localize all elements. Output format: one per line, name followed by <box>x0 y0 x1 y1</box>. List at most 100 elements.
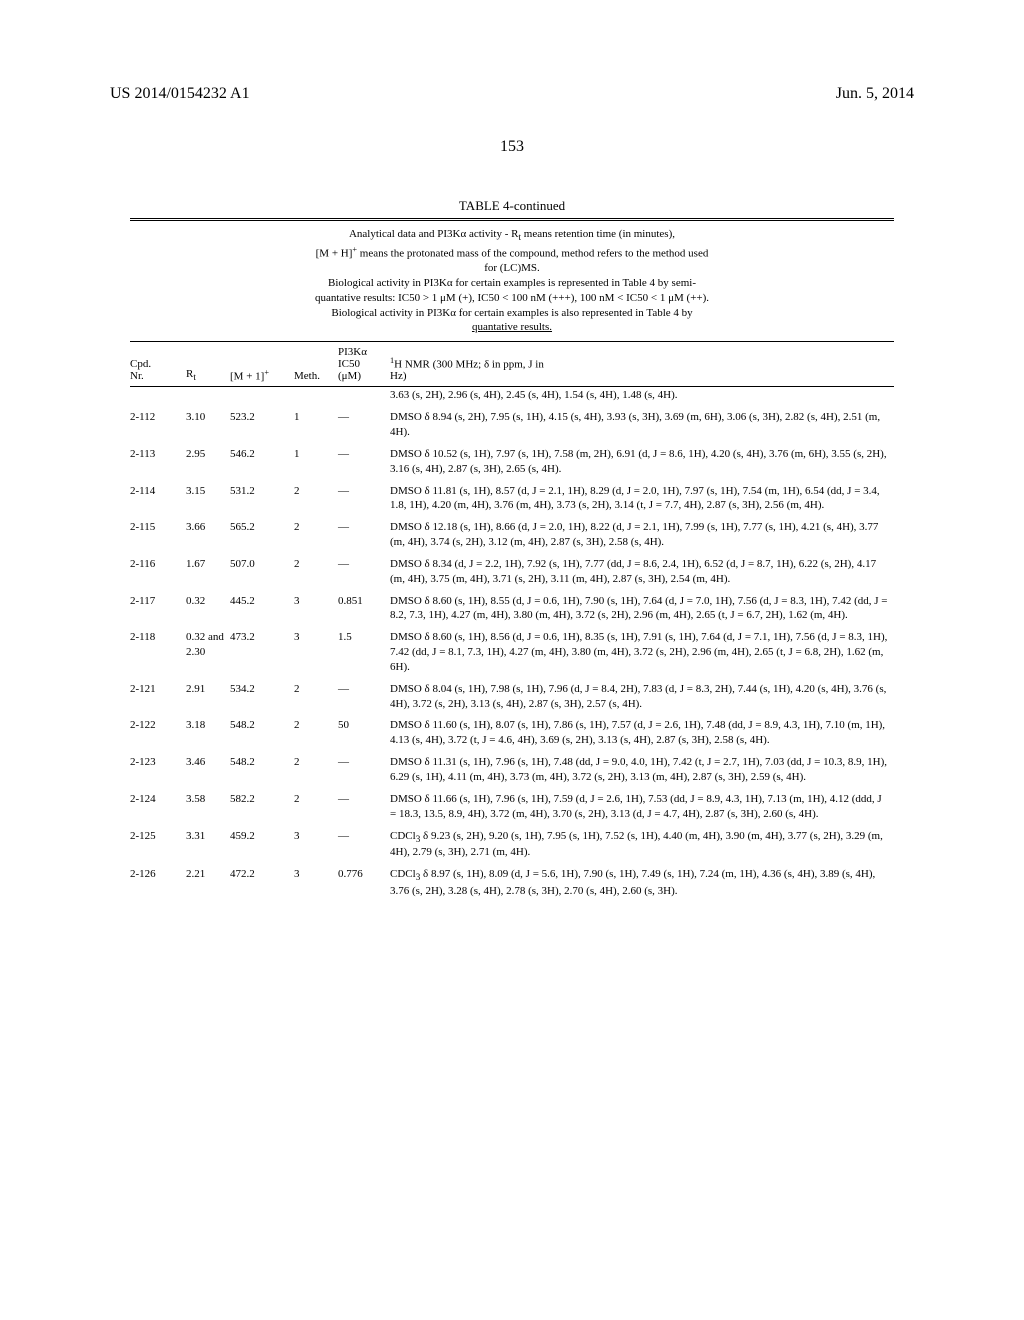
cell-nmr: DMSO δ 11.81 (s, 1H), 8.57 (d, J = 2.1, … <box>390 478 894 515</box>
cell-m1: 507.0 <box>230 551 294 588</box>
cell-cpd: 2-123 <box>130 749 186 786</box>
cell-nmr: DMSO δ 8.60 (s, 1H), 8.55 (d, J = 0.6, 1… <box>390 588 894 625</box>
cell-cpd: 2-124 <box>130 786 186 823</box>
cell-ic50: — <box>338 749 390 786</box>
cell-rt: 3.46 <box>186 749 230 786</box>
table-header-row: Cpd.Nr. Rt [M + 1]+ Meth. PI3KαIC50(μM) … <box>130 342 894 387</box>
data-table: Cpd.Nr. Rt [M + 1]+ Meth. PI3KαIC50(μM) … <box>130 342 894 899</box>
cell-meth <box>294 387 338 404</box>
cell-cpd: 2-112 <box>130 404 186 441</box>
table-row: 2-1243.58582.22—DMSO δ 11.66 (s, 1H), 7.… <box>130 786 894 823</box>
cell-m1: 548.2 <box>230 749 294 786</box>
cell-cpd: 2-113 <box>130 441 186 478</box>
cell-cpd: 2-115 <box>130 514 186 551</box>
cell-rt: 0.32 and 2.30 <box>186 624 230 676</box>
cell-cpd: 2-116 <box>130 551 186 588</box>
cell-rt: 1.67 <box>186 551 230 588</box>
cell-m1: 445.2 <box>230 588 294 625</box>
cell-meth: 2 <box>294 478 338 515</box>
cell-meth: 1 <box>294 404 338 441</box>
table-caption: Analytical data and PI3Kα activity - Rt … <box>130 221 894 341</box>
cell-cpd: 2-114 <box>130 478 186 515</box>
cell-rt: 3.66 <box>186 514 230 551</box>
col-nmr: 1H NMR (300 MHz; δ in ppm, J inHz) <box>390 342 894 387</box>
cell-ic50: 1.5 <box>338 624 390 676</box>
table-row: 2-1253.31459.23—CDCl3 δ 9.23 (s, 2H), 9.… <box>130 823 894 861</box>
cell-nmr: DMSO δ 8.60 (s, 1H), 8.56 (d, J = 0.6, 1… <box>390 624 894 676</box>
cell-meth: 2 <box>294 786 338 823</box>
cell-nmr: CDCl3 δ 9.23 (s, 2H), 9.20 (s, 1H), 7.95… <box>390 823 894 861</box>
cell-m1: 459.2 <box>230 823 294 861</box>
cell-m1: 582.2 <box>230 786 294 823</box>
cell-meth: 3 <box>294 823 338 861</box>
cell-cpd: 2-125 <box>130 823 186 861</box>
table-row: 2-1170.32445.230.851DMSO δ 8.60 (s, 1H),… <box>130 588 894 625</box>
cell-m1: 565.2 <box>230 514 294 551</box>
page-number: 153 <box>0 138 1024 156</box>
cell-meth: 2 <box>294 712 338 749</box>
table-row: 2-1143.15531.22—DMSO δ 11.81 (s, 1H), 8.… <box>130 478 894 515</box>
table-row: 2-1223.18548.2250DMSO δ 11.60 (s, 1H), 8… <box>130 712 894 749</box>
cell-meth: 3 <box>294 624 338 676</box>
patent-number: US 2014/0154232 A1 <box>110 85 250 103</box>
cell-nmr: DMSO δ 12.18 (s, 1H), 8.66 (d, J = 2.0, … <box>390 514 894 551</box>
cell-nmr: DMSO δ 11.60 (s, 1H), 8.07 (s, 1H), 7.86… <box>390 712 894 749</box>
table-row: 2-1233.46548.22—DMSO δ 11.31 (s, 1H), 7.… <box>130 749 894 786</box>
cell-cpd: 2-121 <box>130 676 186 713</box>
table-row: 2-1212.91534.22—DMSO δ 8.04 (s, 1H), 7.9… <box>130 676 894 713</box>
cell-rt: 3.58 <box>186 786 230 823</box>
cell-cpd: 2-117 <box>130 588 186 625</box>
cell-ic50: 0.851 <box>338 588 390 625</box>
cell-nmr: DMSO δ 8.04 (s, 1H), 7.98 (s, 1H), 7.96 … <box>390 676 894 713</box>
table-row: 2-1153.66565.22—DMSO δ 12.18 (s, 1H), 8.… <box>130 514 894 551</box>
cell-m1: 473.2 <box>230 624 294 676</box>
table-row: 2-1123.10523.21—DMSO δ 8.94 (s, 2H), 7.9… <box>130 404 894 441</box>
cell-meth: 2 <box>294 676 338 713</box>
table-row: 2-1262.21472.230.776CDCl3 δ 8.97 (s, 1H)… <box>130 861 894 899</box>
col-ic50: PI3KαIC50(μM) <box>338 342 390 387</box>
cell-cpd <box>130 387 186 404</box>
cell-m1: 523.2 <box>230 404 294 441</box>
col-m1: [M + 1]+ <box>230 342 294 387</box>
table-title: TABLE 4-continued <box>130 198 894 214</box>
cell-rt: 0.32 <box>186 588 230 625</box>
cell-m1: 531.2 <box>230 478 294 515</box>
cell-meth: 2 <box>294 749 338 786</box>
table-row: 2-1132.95546.21—DMSO δ 10.52 (s, 1H), 7.… <box>130 441 894 478</box>
cell-rt: 2.91 <box>186 676 230 713</box>
cell-nmr: DMSO δ 11.31 (s, 1H), 7.96 (s, 1H), 7.48… <box>390 749 894 786</box>
cell-nmr: DMSO δ 10.52 (s, 1H), 7.97 (s, 1H), 7.58… <box>390 441 894 478</box>
cell-m1: 548.2 <box>230 712 294 749</box>
cell-nmr: DMSO δ 8.94 (s, 2H), 7.95 (s, 1H), 4.15 … <box>390 404 894 441</box>
cell-nmr: DMSO δ 8.34 (d, J = 2.2, 1H), 7.92 (s, 1… <box>390 551 894 588</box>
cell-ic50: — <box>338 404 390 441</box>
page-header: US 2014/0154232 A1 Jun. 5, 2014 <box>0 85 1024 103</box>
cell-ic50: — <box>338 441 390 478</box>
cell-nmr: 3.63 (s, 2H), 2.96 (s, 4H), 2.45 (s, 4H)… <box>390 387 894 404</box>
cell-rt: 2.21 <box>186 861 230 899</box>
col-meth: Meth. <box>294 342 338 387</box>
table-4-continued: TABLE 4-continued Analytical data and PI… <box>130 198 894 899</box>
cell-meth: 3 <box>294 861 338 899</box>
cell-m1: 534.2 <box>230 676 294 713</box>
table-row: 2-1180.32 and 2.30473.231.5DMSO δ 8.60 (… <box>130 624 894 676</box>
cell-rt: 3.31 <box>186 823 230 861</box>
cell-rt: 3.15 <box>186 478 230 515</box>
cell-rt <box>186 387 230 404</box>
cell-meth: 1 <box>294 441 338 478</box>
cell-ic50: — <box>338 551 390 588</box>
cell-rt: 2.95 <box>186 441 230 478</box>
cell-ic50: — <box>338 786 390 823</box>
cell-ic50: 50 <box>338 712 390 749</box>
cell-ic50 <box>338 387 390 404</box>
cell-ic50: — <box>338 514 390 551</box>
col-cpd: Cpd.Nr. <box>130 342 186 387</box>
cell-meth: 2 <box>294 551 338 588</box>
cell-m1: 546.2 <box>230 441 294 478</box>
cell-meth: 3 <box>294 588 338 625</box>
cell-m1 <box>230 387 294 404</box>
cell-m1: 472.2 <box>230 861 294 899</box>
cell-meth: 2 <box>294 514 338 551</box>
table-row: 3.63 (s, 2H), 2.96 (s, 4H), 2.45 (s, 4H)… <box>130 387 894 404</box>
cell-ic50: — <box>338 676 390 713</box>
